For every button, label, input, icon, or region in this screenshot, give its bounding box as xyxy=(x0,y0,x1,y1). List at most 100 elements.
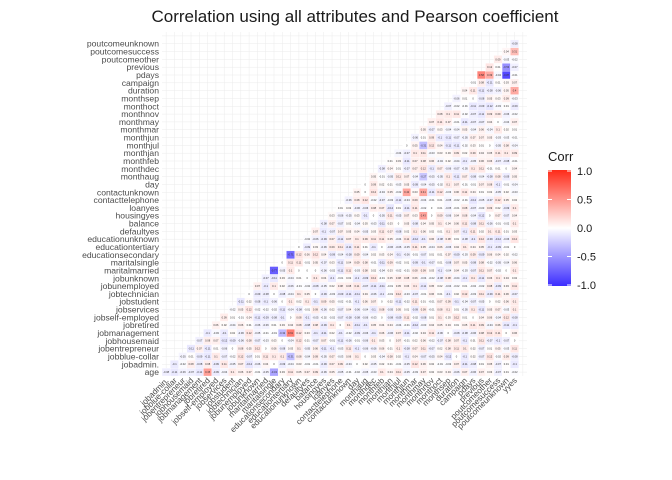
cell-value-label: -0.05 xyxy=(437,175,443,179)
cell-value-label: -0.01 xyxy=(470,182,476,186)
cell-value-label: 0.07 xyxy=(512,120,518,124)
y-axis-tick-label: monthjul xyxy=(127,140,160,150)
cell-value-label: 0.01 xyxy=(479,190,485,194)
cell-value-label: 0.03 xyxy=(437,151,443,155)
cell-value-label: -0.11 xyxy=(188,347,194,351)
cell-value-label: -0.12 xyxy=(387,206,393,210)
cell-value-label: -0.08 xyxy=(470,261,476,265)
cell-value-label: -0.01 xyxy=(420,292,426,296)
cell-value-label: -0.05 xyxy=(379,214,385,218)
cell-value-label: 0.11 xyxy=(388,214,393,218)
cell-value-label: -0.04 xyxy=(470,214,476,218)
cell-value-label: 0.08 xyxy=(238,347,244,351)
cell-value-label: -0.02 xyxy=(503,221,509,225)
cell-value-label: 0.03 xyxy=(487,370,493,374)
cell-value-label: 0.09 xyxy=(354,261,360,265)
cell-value-label: 0.12 xyxy=(454,315,460,319)
cell-value-label: -0.1 xyxy=(438,135,443,139)
cell-value-label: 0.06 xyxy=(379,347,385,351)
cell-value-label: -0.07 xyxy=(196,339,202,343)
cell-value-label: -0.02 xyxy=(470,284,476,288)
cell-value-label: 0.01 xyxy=(388,362,394,366)
cell-value-label: 0.03 xyxy=(388,268,394,272)
cell-value-label: -0.09 xyxy=(487,237,493,241)
y-axis-tick-label: jobmanagement xyxy=(96,328,159,338)
cell-value-label: -0.04 xyxy=(379,268,385,272)
cell-value-label: 0.04 xyxy=(388,370,394,374)
cell-value-label: -0.08 xyxy=(379,167,385,171)
cell-value-label: -0.04 xyxy=(487,128,493,132)
cell-value-label: -0.08 xyxy=(420,315,426,319)
cell-value-label: -0.07 xyxy=(429,347,435,351)
cell-value-label: 0.02 xyxy=(471,354,477,358)
cell-value-label: 0.04 xyxy=(437,354,443,358)
cell-value-label: -0.1 xyxy=(313,300,318,304)
cell-value-label: -0.32 xyxy=(279,331,285,335)
cell-value-label: 0.05 xyxy=(479,245,485,249)
cell-value-label: -0.06 xyxy=(437,331,443,335)
cell-value-label: -0.1 xyxy=(263,284,268,288)
cell-value-label: 0.11 xyxy=(338,245,343,249)
cell-value-label: 0 xyxy=(315,268,317,272)
cell-value-label: 0.09 xyxy=(354,253,360,257)
cell-value-label: -0.03 xyxy=(354,268,360,272)
cell-value-label: 0.08 xyxy=(487,284,493,288)
y-axis-tick-label: monthjun xyxy=(124,133,160,143)
cell-value-label: -0.02 xyxy=(180,362,186,366)
y-axis-labels: agejobadmin.jobblue-collarjobentrepreneu… xyxy=(82,39,160,377)
cell-value-label: 0.1 xyxy=(272,354,276,358)
cell-value-label: 0.01 xyxy=(338,206,344,210)
cell-value-label: -0.11 xyxy=(337,268,343,272)
cell-value-label: -0.08 xyxy=(437,237,443,241)
cell-value-label: -0.05 xyxy=(478,300,484,304)
cell-value-label: 0.12 xyxy=(504,315,510,319)
cell-value-label: -0.06 xyxy=(445,214,451,218)
cell-value-label: -0.06 xyxy=(288,284,294,288)
cell-value-label: -0.12 xyxy=(495,237,501,241)
cell-value-label: -0.1 xyxy=(222,331,227,335)
cell-value-label: -0.06 xyxy=(354,206,360,210)
y-axis-tick-label: monthaug xyxy=(121,172,159,182)
cell-value-label: 0.1 xyxy=(413,284,417,288)
cell-value-label: -0.02 xyxy=(495,268,501,272)
cell-value-label: -0.07 xyxy=(188,370,194,374)
cell-value-label: 0.03 xyxy=(396,159,402,163)
cell-value-label: 0.06 xyxy=(454,221,460,225)
cell-value-label: 0.06 xyxy=(404,284,410,288)
cell-value-label: -0.11 xyxy=(470,104,476,108)
cell-value-label: -0.08 xyxy=(279,292,285,296)
cell-value-label: 0.08 xyxy=(446,339,452,343)
cell-value-label: 0.43 xyxy=(421,214,427,218)
cell-value-label: 0.06 xyxy=(437,245,443,249)
cell-value-label: 0.05 xyxy=(429,221,435,225)
cell-value-label: 0.03 xyxy=(429,268,435,272)
cell-value-label: 0 xyxy=(406,143,408,147)
cell-value-label: 0.01 xyxy=(363,245,369,249)
cell-value-label: 0.01 xyxy=(454,323,460,327)
cell-value-label: -0.02 xyxy=(346,331,352,335)
cell-value-label: -0.01 xyxy=(404,268,410,272)
cell-value-label: 0 xyxy=(506,167,508,171)
cell-value-label: 0.1 xyxy=(297,292,301,296)
cell-value-label: -0.08 xyxy=(346,253,352,257)
y-axis-tick-label: jobentrepreneur xyxy=(97,344,159,354)
cell-value-label: -0.1 xyxy=(338,331,343,335)
cell-value-label: 0.05 xyxy=(388,237,394,241)
cell-value-label: 0.11 xyxy=(471,89,476,93)
cell-value-label: 0.07 xyxy=(197,347,203,351)
cell-value-label: 0 xyxy=(306,268,308,272)
cell-value-label: -0.01 xyxy=(404,339,410,343)
cell-value-label: 0.06 xyxy=(504,300,510,304)
cell-value-label: 0.07 xyxy=(371,300,377,304)
cell-value-label: 0.02 xyxy=(363,362,369,366)
cell-value-label: -0.09 xyxy=(230,339,236,343)
y-axis-tick-label: loanyes xyxy=(129,203,159,213)
cell-value-label: 0.06 xyxy=(313,347,319,351)
cell-value-label: 0.11 xyxy=(454,112,459,116)
cell-value-label: -0.01 xyxy=(354,339,360,343)
cell-value-label: 0.08 xyxy=(479,331,485,335)
cell-value-label: 0.08 xyxy=(487,182,493,186)
cell-value-label: 0.09 xyxy=(495,112,501,116)
y-axis-tick-label: poutcomeother xyxy=(102,54,159,64)
cell-value-label: 0.58 xyxy=(479,73,485,77)
